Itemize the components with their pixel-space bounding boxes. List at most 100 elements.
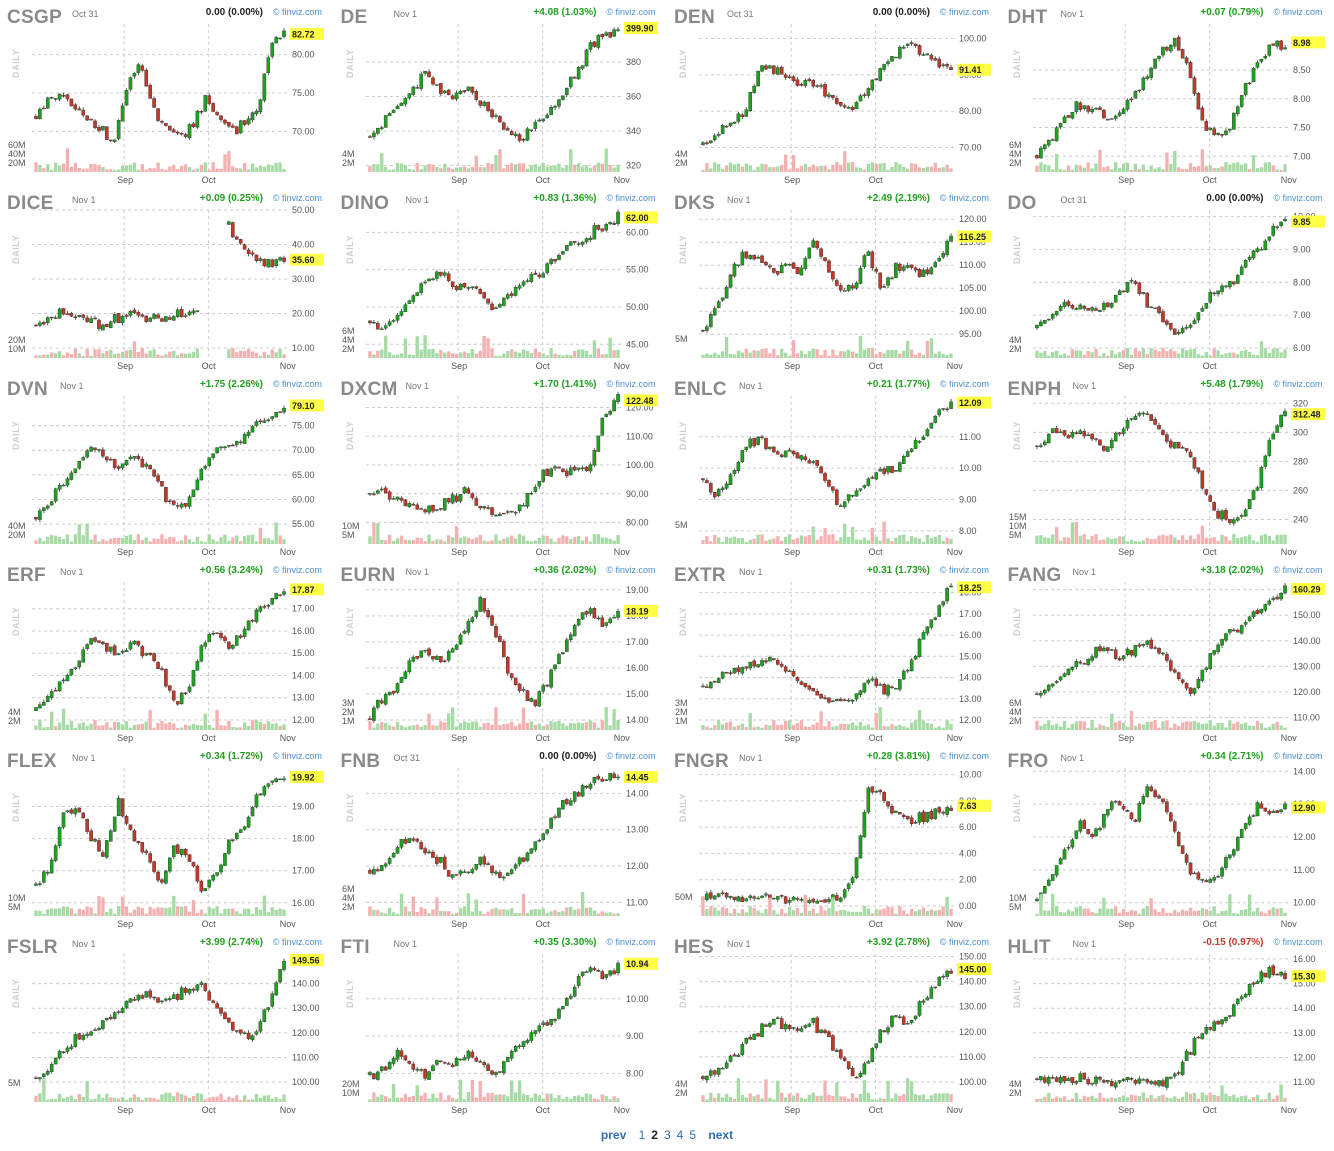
ticker-symbol[interactable]: DKS — [674, 193, 716, 214]
chart-dino[interactable]: 60.00 55.00 50.00 45.00 Sep Oct Nov 6M 4M 2M 62.00… — [334, 186, 667, 372]
volume-bar — [803, 894, 808, 916]
ticker-symbol[interactable]: HES — [674, 937, 714, 958]
volume-bar — [69, 720, 74, 730]
finviz-credit-link[interactable]: © finviz.com — [939, 751, 989, 761]
finviz-credit-link[interactable]: © finviz.com — [939, 379, 989, 389]
candle-down — [485, 863, 490, 866]
candle-down — [521, 857, 525, 862]
volume-bar — [807, 535, 811, 544]
candle-down — [1196, 467, 1200, 473]
ticker-symbol[interactable]: FLEX — [7, 751, 57, 772]
finviz-credit-link[interactable]: © finviz.com — [1273, 379, 1323, 389]
chart-dice[interactable]: 50.00 40.00 30.00 20.00 10.00 Sep Oct Nov 20M 10M… — [0, 186, 333, 372]
finviz-credit-link[interactable]: © finviz.com — [606, 937, 656, 947]
chart-dks[interactable]: 120.00115.00110.00105.00100.0095.00SepOc… — [667, 186, 1000, 372]
chart-fslr[interactable]: 140.00 130.00 120.00 110.00 100.00 Sep Oct Nov 5… — [0, 930, 333, 1116]
finviz-credit-link[interactable]: © finviz.com — [272, 193, 322, 203]
volume-bar — [894, 1093, 898, 1102]
ticker-symbol[interactable]: FSLR — [7, 937, 58, 958]
candle-down — [481, 856, 486, 865]
chart-enph[interactable]: 320 300 280 260 240 Sep Oct Nov 15M 10M 5M 312.48 EN… — [1001, 372, 1334, 558]
finviz-credit-link[interactable]: © finviz.com — [272, 565, 322, 575]
ticker-symbol[interactable]: DE — [340, 7, 368, 28]
volume-bar — [1208, 910, 1212, 916]
chart-fngr[interactable]: 10.008.006.004.002.000.00OctNov50M7.63FN… — [667, 744, 1000, 930]
chart-csgp[interactable]: 80.00 75.00 70.00 Sep Oct 60M 40M 20M 82.72 CSGP O… — [0, 0, 333, 186]
finviz-credit-link[interactable]: © finviz.com — [939, 193, 989, 203]
ticker-symbol[interactable]: EURN — [340, 565, 396, 586]
ticker-symbol[interactable]: FNGR — [674, 751, 730, 772]
finviz-credit-link[interactable]: © finviz.com — [272, 751, 322, 761]
chart-dht[interactable]: 8.50 8.00 7.50 7.00 Sep Oct Nov 6M 4M 2M 8.98 DHT No… — [1001, 0, 1334, 186]
y-tick-label: 50.00 — [292, 205, 315, 215]
volume-bar — [391, 912, 395, 916]
candle-up — [603, 622, 608, 626]
chart-den[interactable]: 100.0090.0080.0070.00SepOct4M2M91.41DENO… — [667, 0, 1000, 186]
ticker-symbol[interactable]: CSGP — [7, 7, 63, 28]
candle-down — [278, 594, 282, 596]
chart-do[interactable]: 10.009.008.007.006.00SepOct4M2M9.85DOOct… — [1001, 186, 1334, 372]
finviz-credit-link[interactable]: © finviz.com — [939, 937, 989, 947]
chart-eurn[interactable]: 19.0018.0017.0016.0015.0014.00SepOctNov3… — [334, 558, 667, 744]
finviz-credit-link[interactable]: © finviz.com — [939, 565, 989, 575]
finviz-credit-link[interactable]: © finviz.com — [1273, 193, 1323, 203]
ticker-symbol[interactable]: DHT — [1007, 7, 1048, 28]
candle-up — [862, 682, 867, 693]
ticker-symbol[interactable]: DVN — [7, 379, 49, 400]
ticker-symbol[interactable]: DEN — [674, 7, 716, 28]
candle-up — [917, 441, 922, 443]
chart-fnb[interactable]: 14.00 13.00 12.00 11.00 Sep Oct 6M 4M 2M 14.45 FNB… — [334, 744, 667, 930]
chart-fang[interactable]: 160.00150.00140.00130.00120.00110.00SepO… — [1001, 558, 1334, 744]
finviz-credit-link[interactable]: © finviz.com — [606, 751, 656, 761]
ticker-symbol[interactable]: ENPH — [1007, 379, 1062, 400]
ticker-symbol[interactable]: DICE — [7, 193, 54, 214]
volume-bar — [1255, 168, 1259, 172]
chart-dvn[interactable]: 75.00 70.00 65.00 60.00 55.00 Sep Oct Nov 40M 20M… — [0, 372, 333, 558]
y-tick-label: 40.00 — [292, 240, 315, 250]
candle-down — [1168, 440, 1173, 448]
chart-flex[interactable]: 19.00 18.00 17.00 16.00 Sep Oct Nov 10M 5M 19.92 F… — [0, 744, 333, 930]
finviz-credit-link[interactable]: © finviz.com — [606, 193, 656, 203]
volume-bar — [1251, 725, 1255, 730]
finviz-credit-link[interactable]: © finviz.com — [939, 7, 989, 17]
chart-de[interactable]: 380 360 340 320 Sep Oct Nov 4M 2M 399.90 DE Nov 1 +4… — [334, 0, 667, 186]
chart-extr[interactable]: 18.0017.0016.0015.0014.0013.0012.00SepOc… — [667, 558, 1000, 744]
chart-fro[interactable]: 14.0013.0012.0011.0010.00SepOctNov10M5M1… — [1001, 744, 1334, 930]
ticker-symbol[interactable]: DINO — [340, 193, 390, 214]
finviz-credit-link[interactable]: © finviz.com — [272, 379, 322, 389]
volume-bar — [434, 539, 439, 544]
finviz-credit-link[interactable]: © finviz.com — [606, 379, 656, 389]
finviz-credit-link[interactable]: © finviz.com — [1273, 7, 1323, 17]
chart-fti[interactable]: 10.00 9.00 8.00 Sep Oct Nov 20M 10M 10.94 FTI Nov … — [334, 930, 667, 1116]
candle-up — [945, 807, 949, 815]
chart-erf[interactable]: 17.00 16.00 15.00 14.00 13.00 12.00 Sep Oct Nov 4… — [0, 558, 333, 744]
ticker-symbol[interactable]: FNB — [340, 751, 381, 772]
candle-up — [615, 29, 620, 31]
chart-hlit[interactable]: 16.00 15.00 14.00 13.00 12.00 11.00 Sep Oct Nov 4… — [1001, 930, 1334, 1116]
ticker-symbol[interactable]: FRO — [1007, 751, 1049, 772]
candle-up — [1235, 274, 1240, 284]
ticker-symbol[interactable]: EXTR — [674, 565, 726, 586]
finviz-credit-link[interactable]: © finviz.com — [272, 7, 322, 17]
candle-up — [383, 694, 388, 705]
ticker-symbol[interactable]: FTI — [340, 937, 370, 958]
ticker-symbol[interactable]: DO — [1007, 193, 1037, 214]
chart-dxcm[interactable]: 120.00 110.00 100.00 90.00 80.00 Sep Oct Nov 10M… — [334, 372, 667, 558]
volume-bar — [246, 1099, 251, 1102]
ticker-symbol[interactable]: ERF — [7, 565, 46, 586]
ticker-symbol[interactable]: ENLC — [674, 379, 727, 400]
finviz-credit-link[interactable]: © finviz.com — [606, 565, 656, 575]
volume-bar — [89, 1099, 93, 1102]
candle-up — [1101, 647, 1106, 652]
finviz-credit-link[interactable]: © finviz.com — [272, 937, 322, 947]
volume-bar — [485, 722, 490, 730]
ticker-symbol[interactable]: FANG — [1007, 565, 1062, 586]
finviz-credit-link[interactable]: © finviz.com — [1273, 565, 1323, 575]
volume-bar — [77, 524, 81, 544]
chart-hes[interactable]: 150.00 140.00 130.00 120.00 110.00 100.00 Sep O… — [667, 930, 1000, 1116]
chart-enlc[interactable]: 11.00 10.00 9.00 8.00 Sep Oct Nov 5M 12.09 ENLC No… — [667, 372, 1000, 558]
volume-bar — [799, 166, 804, 172]
ticker-symbol[interactable]: DXCM — [340, 379, 398, 400]
finviz-credit-link[interactable]: © finviz.com — [606, 7, 656, 17]
finviz-credit-link[interactable]: © finviz.com — [1273, 751, 1323, 761]
